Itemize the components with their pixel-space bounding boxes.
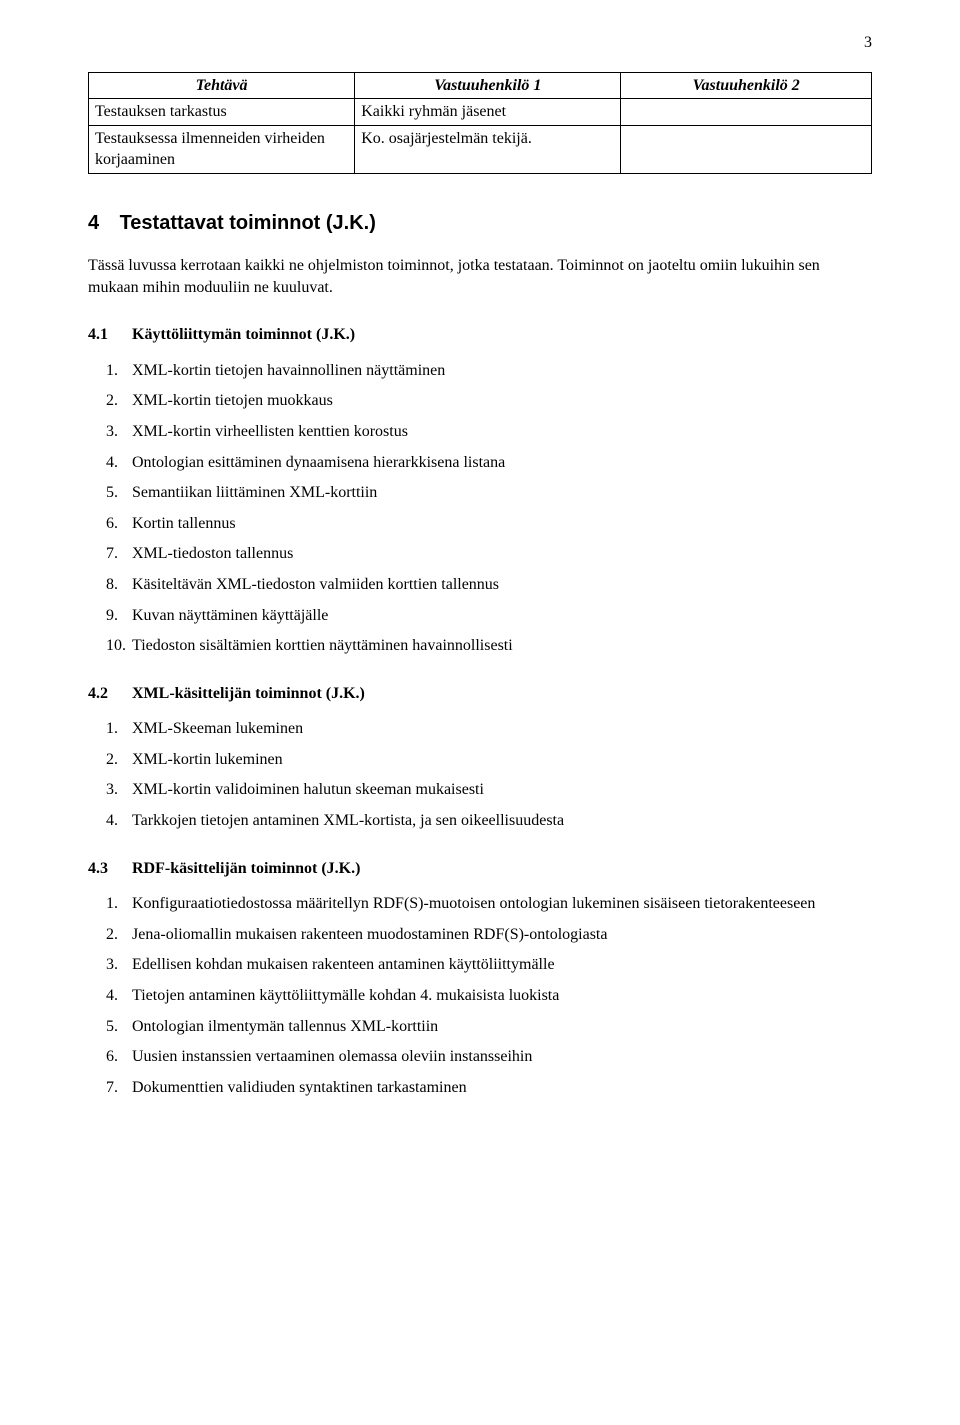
list-item: 4.Tarkkojen tietojen antaminen XML-korti… <box>88 810 872 832</box>
list-text: Dokumenttien validiuden syntaktinen tark… <box>132 1077 872 1099</box>
list-marker: 5. <box>106 1016 132 1038</box>
list-marker: 8. <box>106 574 132 596</box>
list-item: 7.XML-tiedoston tallennus <box>88 543 872 565</box>
table-header: Tehtävä <box>89 72 355 99</box>
subsection-4-1-heading: 4.1 Käyttöliittymän toiminnot (J.K.) <box>88 324 872 346</box>
list-text: Tiedoston sisältämien korttien näyttämin… <box>132 635 872 657</box>
list-text: Semantiikan liittäminen XML-korttiin <box>132 482 872 504</box>
list-marker: 1. <box>106 718 132 740</box>
list-text: XML-kortin tietojen havainnollinen näytt… <box>132 360 872 382</box>
list-item: 4.Ontologian esittäminen dynaamisena hie… <box>88 452 872 474</box>
list-text: Käsiteltävän XML-tiedoston valmiiden kor… <box>132 574 872 596</box>
table-cell <box>621 125 872 173</box>
list-marker: 2. <box>106 390 132 412</box>
list-text: Uusien instanssien vertaaminen olemassa … <box>132 1046 872 1068</box>
list-text: XML-kortin lukeminen <box>132 749 872 771</box>
list-item: 3.Edellisen kohdan mukaisen rakenteen an… <box>88 954 872 976</box>
table-header: Vastuuhenkilö 2 <box>621 72 872 99</box>
list-marker: 5. <box>106 482 132 504</box>
subsection-title-text: RDF-käsittelijän toiminnot (J.K.) <box>132 860 360 877</box>
list-text: Jena-oliomallin mukaisen rakenteen muodo… <box>132 924 872 946</box>
list-marker: 4. <box>106 452 132 474</box>
table-cell: Kaikki ryhmän jäsenet <box>355 99 621 126</box>
section-4-heading: 4 Testattavat toiminnot (J.K.) <box>88 210 872 237</box>
subsection-number: 4.1 <box>88 324 128 346</box>
subsection-number: 4.3 <box>88 858 128 880</box>
table-header: Vastuuhenkilö 1 <box>355 72 621 99</box>
table-row: Testauksessa ilmenneiden virheiden korja… <box>89 125 872 173</box>
table-cell: Testauksessa ilmenneiden virheiden korja… <box>89 125 355 173</box>
list-item: 8.Käsiteltävän XML-tiedoston valmiiden k… <box>88 574 872 596</box>
subsection-4-3-heading: 4.3 RDF-käsittelijän toiminnot (J.K.) <box>88 858 872 880</box>
table-row: Testauksen tarkastus Kaikki ryhmän jäsen… <box>89 99 872 126</box>
list-marker: 1. <box>106 893 132 915</box>
list-text: XML-kortin validoiminen halutun skeeman … <box>132 779 872 801</box>
list-item: 3.XML-kortin validoiminen halutun skeema… <box>88 779 872 801</box>
subsection-title-text: XML-käsittelijän toiminnot (J.K.) <box>132 685 365 702</box>
table-cell <box>621 99 872 126</box>
section-number: 4 <box>88 210 114 237</box>
list-marker: 9. <box>106 605 132 627</box>
list-item: 3.XML-kortin virheellisten kenttien koro… <box>88 421 872 443</box>
list-marker: 7. <box>106 543 132 565</box>
list-marker: 6. <box>106 1046 132 1068</box>
list-marker: 2. <box>106 749 132 771</box>
list-marker: 4. <box>106 810 132 832</box>
list-marker: 6. <box>106 513 132 535</box>
responsibility-table: Tehtävä Vastuuhenkilö 1 Vastuuhenkilö 2 … <box>88 72 872 174</box>
list-text: XML-Skeeman lukeminen <box>132 718 872 740</box>
list-marker: 10. <box>106 635 132 657</box>
list-marker: 2. <box>106 924 132 946</box>
list-text: XML-kortin tietojen muokkaus <box>132 390 872 412</box>
table-cell: Testauksen tarkastus <box>89 99 355 126</box>
list-text: XML-kortin virheellisten kenttien korost… <box>132 421 872 443</box>
list-text: Konfiguraatiotiedostossa määritellyn RDF… <box>132 893 872 915</box>
page-number: 3 <box>88 32 872 54</box>
list-text: Kortin tallennus <box>132 513 872 535</box>
section-title-text: Testattavat toiminnot (J.K.) <box>120 212 376 234</box>
list-text: Ontologian ilmentymän tallennus XML-kort… <box>132 1016 872 1038</box>
list-4-3: 1.Konfiguraatiotiedostossa määritellyn R… <box>88 893 872 1098</box>
list-text: XML-tiedoston tallennus <box>132 543 872 565</box>
list-text: Tietojen antaminen käyttöliittymälle koh… <box>132 985 872 1007</box>
list-marker: 3. <box>106 779 132 801</box>
list-text: Kuvan näyttäminen käyttäjälle <box>132 605 872 627</box>
list-item: 7.Dokumenttien validiuden syntaktinen ta… <box>88 1077 872 1099</box>
section-4-intro: Tässä luvussa kerrotaan kaikki ne ohjelm… <box>88 255 872 298</box>
list-item: 9.Kuvan näyttäminen käyttäjälle <box>88 605 872 627</box>
list-item: 2.XML-kortin tietojen muokkaus <box>88 390 872 412</box>
list-marker: 4. <box>106 985 132 1007</box>
list-marker: 3. <box>106 421 132 443</box>
table-header-row: Tehtävä Vastuuhenkilö 1 Vastuuhenkilö 2 <box>89 72 872 99</box>
list-text: Tarkkojen tietojen antaminen XML-kortist… <box>132 810 872 832</box>
list-marker: 3. <box>106 954 132 976</box>
list-4-2: 1.XML-Skeeman lukeminen2.XML-kortin luke… <box>88 718 872 831</box>
list-4-1: 1.XML-kortin tietojen havainnollinen näy… <box>88 360 872 657</box>
list-marker: 1. <box>106 360 132 382</box>
list-item: 1.Konfiguraatiotiedostossa määritellyn R… <box>88 893 872 915</box>
list-text: Edellisen kohdan mukaisen rakenteen anta… <box>132 954 872 976</box>
list-item: 1.XML-kortin tietojen havainnollinen näy… <box>88 360 872 382</box>
list-item: 6.Kortin tallennus <box>88 513 872 535</box>
list-item: 4.Tietojen antaminen käyttöliittymälle k… <box>88 985 872 1007</box>
list-item: 5.Ontologian ilmentymän tallennus XML-ko… <box>88 1016 872 1038</box>
list-marker: 7. <box>106 1077 132 1099</box>
list-item: 2.XML-kortin lukeminen <box>88 749 872 771</box>
subsection-4-2-heading: 4.2 XML-käsittelijän toiminnot (J.K.) <box>88 683 872 705</box>
subsection-number: 4.2 <box>88 683 128 705</box>
list-item: 6.Uusien instanssien vertaaminen olemass… <box>88 1046 872 1068</box>
list-item: 10.Tiedoston sisältämien korttien näyttä… <box>88 635 872 657</box>
list-item: 5.Semantiikan liittäminen XML-korttiin <box>88 482 872 504</box>
list-text: Ontologian esittäminen dynaamisena hiera… <box>132 452 872 474</box>
table-cell: Ko. osajärjestelmän tekijä. <box>355 125 621 173</box>
list-item: 2.Jena-oliomallin mukaisen rakenteen muo… <box>88 924 872 946</box>
list-item: 1.XML-Skeeman lukeminen <box>88 718 872 740</box>
subsection-title-text: Käyttöliittymän toiminnot (J.K.) <box>132 326 355 343</box>
